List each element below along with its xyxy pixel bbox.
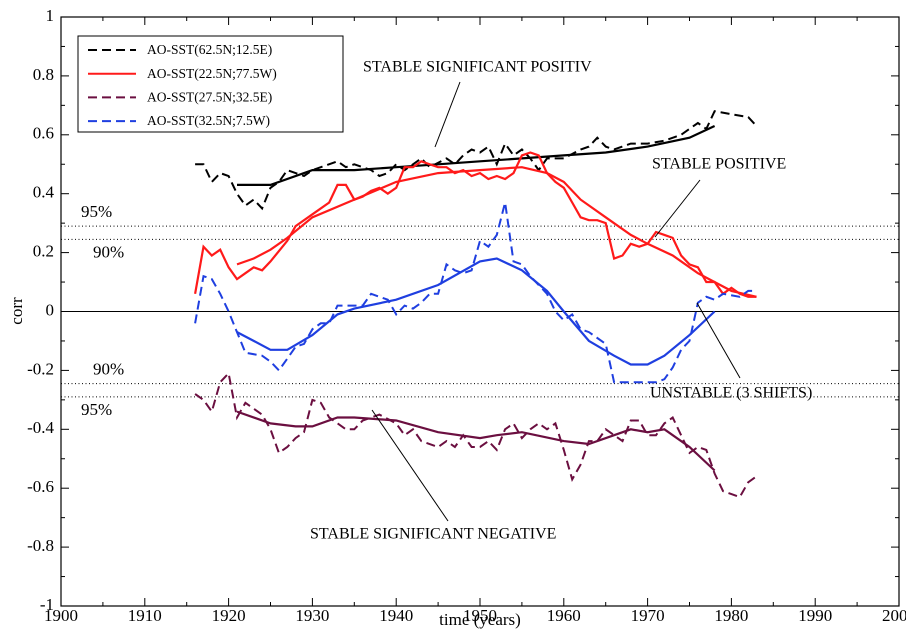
annotation-pointer: [371, 409, 449, 522]
series-line: [194, 151, 757, 298]
annotation-pointer: [434, 81, 461, 148]
y-tick-label: 0.6: [33, 124, 54, 143]
legend-label: AO-SST(22.5N;77.5W): [147, 66, 277, 81]
y-tick-label: 0.4: [33, 183, 55, 202]
series-line: [194, 371, 758, 499]
series-line: [236, 257, 716, 366]
series-line: [237, 125, 716, 186]
y-tick-label: 0.8: [33, 65, 54, 84]
legend-label: AO-SST(27.5N;32.5E): [147, 89, 272, 104]
annotation: STABLE SIGNIFICANT NEGATIVE: [310, 526, 556, 543]
data-layer: [194, 110, 758, 499]
annotation: UNSTABLE (3 SHIFTS): [650, 385, 812, 402]
x-tick-label: 1950: [463, 606, 497, 625]
x-tick-label: 1910: [128, 606, 162, 625]
y-tick-label: 0.2: [33, 242, 54, 261]
x-tick-label: 1970: [631, 606, 665, 625]
x-tick-label: 1980: [714, 606, 748, 625]
y-tick-label: -1: [40, 595, 54, 614]
legend-box: [77, 35, 344, 133]
x-tick-label: 1990: [798, 606, 832, 625]
annotation: STABLE POSITIVE: [652, 156, 786, 173]
x-tick-label: 1920: [212, 606, 246, 625]
annotation-pointer: [696, 302, 741, 379]
grid-layer: [60, 16, 900, 607]
plot-frame: [60, 16, 900, 607]
series-line: [236, 410, 716, 472]
y-tick-label: -0.2: [27, 359, 54, 378]
reference-label: 90%: [93, 242, 124, 261]
reference-label: 90%: [93, 360, 124, 379]
legend: AO-SST(62.5N;12.5E) AO-SST(22.5N;77.5W) AO…: [77, 35, 344, 133]
y-axis-label: corr: [7, 297, 26, 325]
y-tick-label: -0.8: [27, 536, 54, 555]
y-tick-label: -0.6: [27, 477, 54, 496]
series-line: [194, 202, 757, 384]
reference-label: 95%: [81, 400, 112, 419]
x-axis-label: time (years): [439, 610, 521, 629]
legend-label: AO-SST(32.5N;7.5W): [147, 113, 270, 128]
annotation: STABLE SIGNIFICANT POSITIV: [363, 59, 592, 76]
annotation-pointer: [654, 179, 701, 238]
legend-label: AO-SST(62.5N;12.5E): [147, 42, 272, 57]
x-tick-label: 1940: [379, 606, 413, 625]
y-tick-label: -0.4: [27, 418, 54, 437]
x-tick-label: 2000: [882, 606, 906, 625]
y-tick-label: 1: [46, 6, 55, 25]
annotation-layer: STABLE SIGNIFICANT POSITIV STABLE POSITIV…: [310, 59, 812, 543]
x-tick-label: 1960: [547, 606, 581, 625]
reference-label: 95%: [81, 202, 112, 221]
y-tick-label: 0: [46, 300, 55, 319]
x-tick-label: 1930: [295, 606, 329, 625]
series-line: [195, 110, 758, 211]
series-line: [236, 166, 757, 298]
x-tick-label: 1900: [44, 606, 78, 625]
